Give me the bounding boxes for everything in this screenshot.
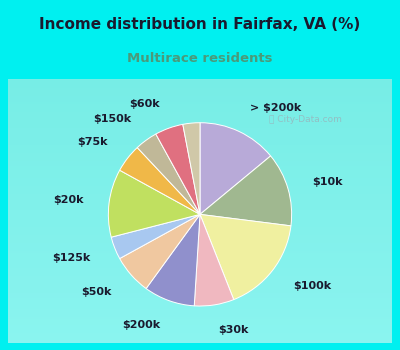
Wedge shape — [108, 170, 200, 237]
Wedge shape — [200, 123, 271, 214]
Wedge shape — [146, 214, 200, 306]
Wedge shape — [194, 214, 234, 306]
Text: ⓘ City-Data.com: ⓘ City-Data.com — [269, 115, 342, 124]
Text: $20k: $20k — [53, 195, 84, 205]
Wedge shape — [111, 214, 200, 259]
Text: $200k: $200k — [122, 320, 160, 330]
Wedge shape — [120, 148, 200, 214]
Text: $60k: $60k — [130, 99, 160, 109]
Text: $30k: $30k — [218, 325, 249, 335]
Text: $50k: $50k — [82, 287, 112, 297]
Wedge shape — [156, 124, 200, 214]
Wedge shape — [200, 214, 291, 300]
Text: $125k: $125k — [53, 253, 91, 262]
Text: $150k: $150k — [93, 114, 131, 125]
Text: Multirace residents: Multirace residents — [127, 52, 273, 65]
Text: $75k: $75k — [77, 138, 107, 147]
Wedge shape — [120, 214, 200, 288]
Text: $100k: $100k — [293, 281, 331, 291]
Text: Income distribution in Fairfax, VA (%): Income distribution in Fairfax, VA (%) — [39, 16, 361, 32]
Wedge shape — [200, 156, 292, 226]
Wedge shape — [183, 123, 200, 214]
Text: $10k: $10k — [313, 177, 343, 187]
Text: > $200k: > $200k — [250, 103, 301, 113]
Wedge shape — [137, 134, 200, 214]
